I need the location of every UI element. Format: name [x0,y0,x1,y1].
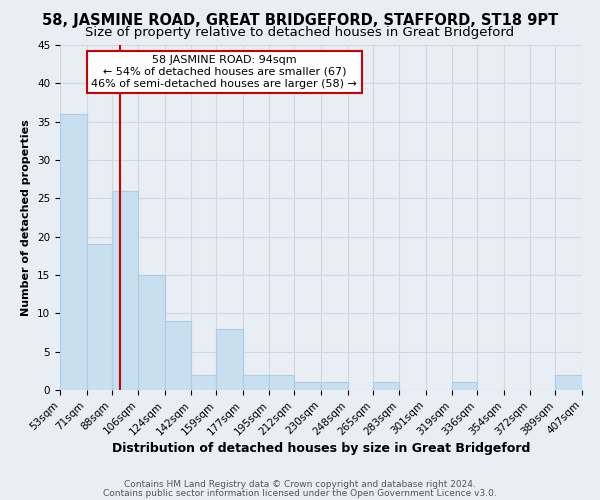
Bar [321,382,347,390]
Bar [86,244,112,390]
Bar [217,328,243,390]
Bar [138,275,164,390]
Bar [269,374,295,390]
Bar [452,382,478,390]
Text: 58 JASMINE ROAD: 94sqm
← 54% of detached houses are smaller (67)
46% of semi-det: 58 JASMINE ROAD: 94sqm ← 54% of detached… [91,56,358,88]
Bar [60,114,86,390]
Text: 58, JASMINE ROAD, GREAT BRIDGEFORD, STAFFORD, ST18 9PT: 58, JASMINE ROAD, GREAT BRIDGEFORD, STAF… [42,12,558,28]
Text: Contains HM Land Registry data © Crown copyright and database right 2024.: Contains HM Land Registry data © Crown c… [124,480,476,489]
Bar [373,382,399,390]
Text: Size of property relative to detached houses in Great Bridgeford: Size of property relative to detached ho… [85,26,515,39]
Bar [556,374,582,390]
Bar [112,190,138,390]
Y-axis label: Number of detached properties: Number of detached properties [22,119,31,316]
X-axis label: Distribution of detached houses by size in Great Bridgeford: Distribution of detached houses by size … [112,442,530,455]
Bar [164,321,191,390]
Text: Contains public sector information licensed under the Open Government Licence v3: Contains public sector information licen… [103,489,497,498]
Bar [243,374,269,390]
Bar [191,374,217,390]
Bar [295,382,321,390]
